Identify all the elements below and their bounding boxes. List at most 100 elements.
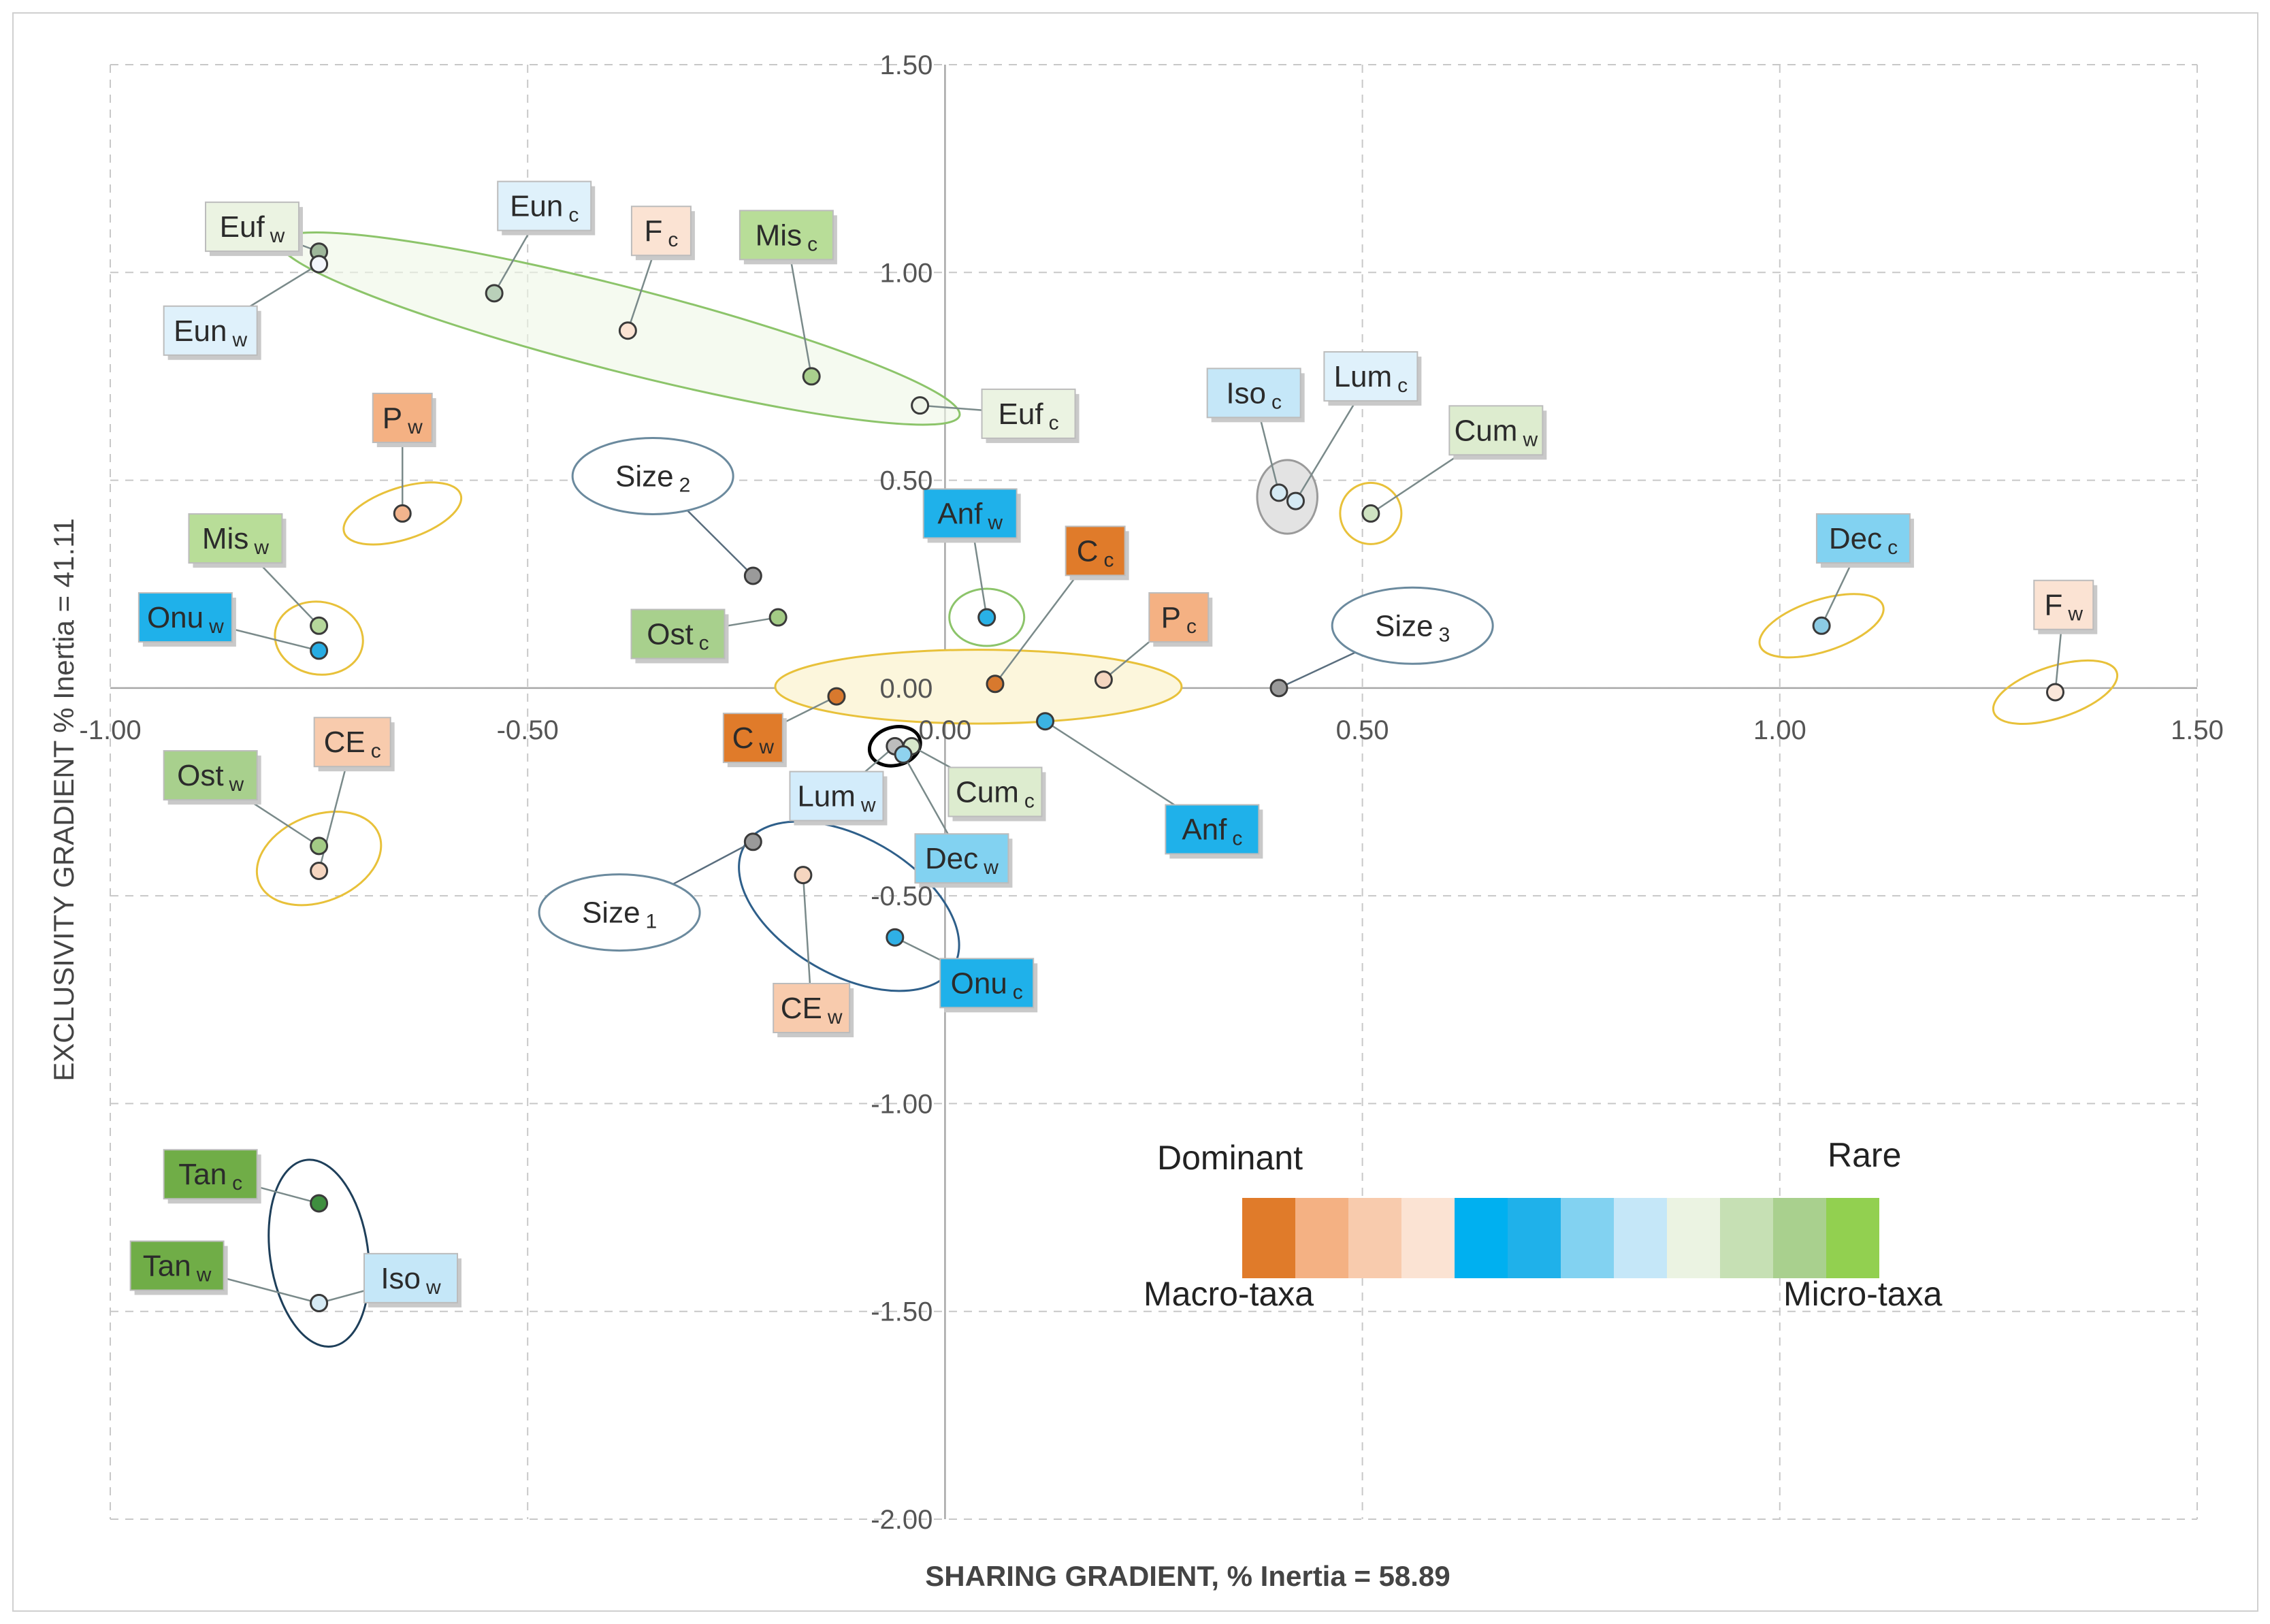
label-box xyxy=(1206,368,1301,419)
leader-lines xyxy=(176,205,2065,1304)
y-tick-label: 1.00 xyxy=(880,258,933,288)
point-Size_2 xyxy=(743,566,762,585)
label-box xyxy=(163,1149,258,1200)
label-text: CE c xyxy=(324,726,381,762)
label-bubble xyxy=(538,873,701,952)
label-text: Dec w xyxy=(925,842,999,879)
label-bubble xyxy=(1331,586,1494,665)
legend: Dominant Rare Macro-taxa Micro-taxa xyxy=(1144,1136,1943,1313)
label-Lum_c: Lum c xyxy=(1323,351,1422,406)
label-Cum_c: Cum c xyxy=(947,766,1046,822)
cluster-ellipse xyxy=(255,811,383,907)
label-Ost_c: Ost c xyxy=(630,608,729,664)
cluster-ellipse xyxy=(867,725,922,768)
legend-swatch xyxy=(1773,1198,1826,1278)
label-text: Mis w xyxy=(202,522,269,559)
label-box xyxy=(1065,525,1126,576)
label-box xyxy=(188,513,283,564)
point-Iso_w xyxy=(310,1294,329,1313)
y-tick-label: -1.00 xyxy=(871,1089,933,1119)
x-tick-label: 0.00 xyxy=(918,715,971,745)
label-Euf_w: Euf w xyxy=(204,201,303,257)
x-tick-label: 1.50 xyxy=(2171,715,2224,745)
point-Lum_c xyxy=(1286,491,1305,510)
legend-rare: Rare xyxy=(1828,1136,1901,1174)
label-box xyxy=(739,210,834,261)
label-box xyxy=(1323,351,1418,402)
y-tick-label: 0.00 xyxy=(880,674,933,704)
label-box xyxy=(789,770,884,822)
cluster-ellipse xyxy=(774,649,1183,725)
label-text: Ost w xyxy=(177,759,244,796)
legend-macro-taxa: Macro-taxa xyxy=(1144,1275,1314,1313)
label-text: Size 1 xyxy=(582,896,657,933)
point-Ost_c xyxy=(768,608,788,627)
cluster-ellipse xyxy=(342,481,463,546)
label-box xyxy=(129,1240,225,1291)
label-Cum_w: Cum w xyxy=(1448,405,1547,460)
label-text: Tan w xyxy=(143,1250,212,1286)
label-text: Euf c xyxy=(999,397,1059,434)
label-box xyxy=(372,392,433,443)
point-C_c xyxy=(986,675,1005,694)
label-box xyxy=(1165,804,1260,855)
label-text: Cum c xyxy=(956,776,1035,813)
point-Eun_w xyxy=(310,255,329,274)
label-box xyxy=(939,958,1035,1009)
label-text: Size 2 xyxy=(615,459,690,496)
legend-micro-taxa: Micro-taxa xyxy=(1783,1275,1943,1313)
y-tick-label: -1.50 xyxy=(871,1297,933,1327)
y-tick-label: -2.00 xyxy=(871,1505,933,1535)
label-text: Eun w xyxy=(174,314,247,351)
legend-swatch xyxy=(1614,1198,1667,1278)
x-tick-label: -1.00 xyxy=(79,715,141,745)
label-Dec_w: Dec w xyxy=(914,833,1013,888)
label-Dec_c: Dec c xyxy=(1815,513,1914,568)
point-CE_w xyxy=(794,866,813,885)
legend-swatch xyxy=(1561,1198,1614,1278)
label-box xyxy=(2033,579,2094,630)
label-box xyxy=(204,201,299,253)
point-F_w xyxy=(2046,683,2065,702)
legend-swatch xyxy=(1242,1198,1295,1278)
label-Size_2: Size 2 xyxy=(571,436,734,515)
label-box xyxy=(137,592,233,643)
label-text: Euf w xyxy=(220,210,285,247)
cluster-ellipse xyxy=(267,1158,370,1348)
label-Tan_c: Tan c xyxy=(163,1149,261,1204)
y-tick-label: -0.50 xyxy=(871,881,933,911)
label-text: Onu c xyxy=(951,967,1023,1003)
label-text: Eun c xyxy=(510,190,579,227)
label-box xyxy=(163,305,258,356)
label-text: Iso w xyxy=(380,1262,441,1299)
cluster-ellipse xyxy=(274,600,364,676)
label-box xyxy=(630,206,692,257)
point-Iso_c xyxy=(1269,483,1288,502)
label-Ost_w: Ost w xyxy=(163,750,261,805)
legend-swatch xyxy=(1348,1198,1401,1278)
label-box xyxy=(981,388,1076,439)
point-P_c xyxy=(1094,670,1113,689)
point-F_c xyxy=(618,321,637,340)
point-Eun_c xyxy=(485,284,504,303)
legend-color-scale xyxy=(1242,1198,1879,1278)
label-text: Tan c xyxy=(178,1158,242,1195)
point-Mis_w xyxy=(310,616,329,635)
label-Anf_w: Anf w xyxy=(922,488,1021,543)
label-Eun_c: Eun c xyxy=(497,180,596,236)
label-Onu_c: Onu c xyxy=(939,958,1038,1013)
label-box xyxy=(497,180,592,231)
legend-swatch xyxy=(1455,1198,1508,1278)
label-CE_w: CE w xyxy=(773,982,854,1037)
legend-swatch xyxy=(1720,1198,1773,1278)
legend-swatch xyxy=(1826,1198,1879,1278)
label-Mis_w: Mis w xyxy=(188,513,287,568)
